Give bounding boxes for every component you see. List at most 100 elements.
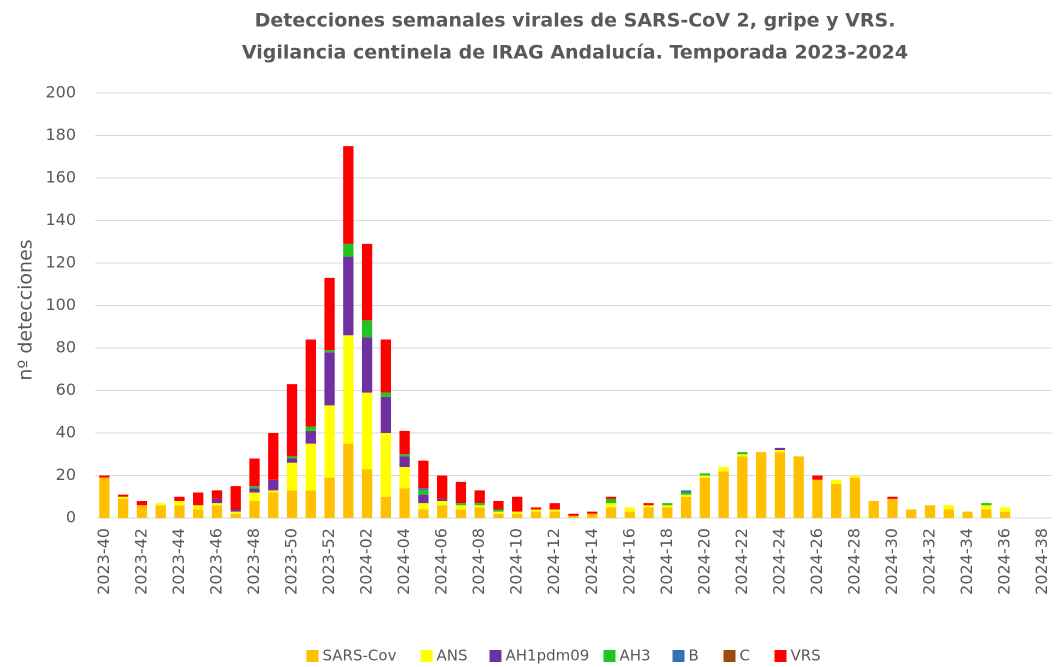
legend-swatch xyxy=(723,650,736,662)
bar-segment xyxy=(493,511,504,514)
bar-segment xyxy=(643,507,654,518)
bar-segment xyxy=(455,503,467,506)
bar-segment xyxy=(530,509,542,512)
y-tick-label: 0 xyxy=(66,508,76,527)
bar-segment xyxy=(474,507,485,518)
bar-segment xyxy=(699,475,711,478)
y-tick-label: 160 xyxy=(45,168,76,187)
x-tick-label: 2024-32 xyxy=(920,528,939,595)
bar-segment xyxy=(812,475,823,480)
y-tick-label: 80 xyxy=(56,338,76,357)
legend-label: AH3 xyxy=(620,647,651,665)
bar-segment xyxy=(643,503,654,506)
bar-segment xyxy=(418,488,429,491)
bar-segment xyxy=(436,505,448,518)
bar-segment xyxy=(211,490,223,499)
bar-segment xyxy=(418,509,429,518)
legend-swatch xyxy=(489,650,502,662)
bar-segment xyxy=(286,458,298,463)
bar-segment xyxy=(230,486,241,510)
x-tick-label: 2024-30 xyxy=(882,528,901,595)
bar-segment xyxy=(943,509,954,518)
x-tick-label: 2024-28 xyxy=(844,528,863,595)
bar-segment xyxy=(737,452,748,455)
bar-segment xyxy=(211,503,223,506)
bar-segment xyxy=(774,450,786,453)
bar-segment xyxy=(399,467,410,489)
bar-segment xyxy=(99,475,110,478)
y-tick-label: 140 xyxy=(45,210,76,229)
legend-swatch xyxy=(672,650,685,662)
bar-segment xyxy=(680,490,692,493)
bar-segment xyxy=(680,492,692,495)
bar-segment xyxy=(530,511,542,518)
bar-segment xyxy=(493,513,504,518)
legend-label: SARS-Cov xyxy=(323,647,397,665)
x-tick-label: 2023-42 xyxy=(131,528,150,595)
bar-segment xyxy=(324,277,335,351)
chart-title: Detecciones semanales virales de SARS-Co… xyxy=(255,10,896,32)
x-tick-label: 2024-36 xyxy=(995,528,1014,595)
bar-segment xyxy=(999,507,1011,512)
bar-segment xyxy=(305,339,316,427)
bar-segment xyxy=(587,511,598,514)
bar-segment xyxy=(418,490,429,495)
bar-segment xyxy=(117,496,129,499)
bar-segment xyxy=(418,460,429,489)
bar-segment xyxy=(849,475,861,478)
bar-segment xyxy=(249,488,260,493)
bar-segment xyxy=(117,494,129,497)
bar-segment xyxy=(399,454,410,457)
bar-segment xyxy=(793,456,804,518)
bar-segment xyxy=(305,443,316,491)
x-tick-label: 2024-12 xyxy=(544,528,563,595)
bar-segment xyxy=(418,503,429,510)
bar-segment xyxy=(718,467,729,472)
bar-segment xyxy=(249,486,260,489)
bar-segment xyxy=(211,505,223,518)
y-tick-label: 20 xyxy=(56,465,76,484)
bar-segment xyxy=(849,477,861,518)
y-tick-label: 60 xyxy=(56,380,76,399)
bar-segment xyxy=(361,469,373,518)
bar-segment xyxy=(343,146,354,244)
bar-segment xyxy=(268,492,279,518)
bar-segment xyxy=(324,405,335,478)
x-tick-label: 2024-08 xyxy=(469,528,488,595)
bar-segment xyxy=(587,513,598,518)
bar-segment xyxy=(943,505,954,510)
bar-segment xyxy=(493,501,504,510)
bar-segment xyxy=(774,447,786,450)
bar-segment xyxy=(962,511,973,518)
bar-segment xyxy=(605,507,617,518)
bar-segment xyxy=(230,513,241,518)
x-tick-label: 2024-26 xyxy=(807,528,826,595)
bar-segment xyxy=(155,505,166,518)
bar-segment xyxy=(193,505,204,510)
bar-segment xyxy=(436,498,448,501)
bar-segment xyxy=(249,492,260,501)
bar-segment xyxy=(605,498,617,504)
bar-segment xyxy=(737,454,748,457)
bar-segment xyxy=(624,507,635,512)
legend-label: ANS xyxy=(437,647,468,665)
bar-segment xyxy=(981,505,992,510)
bar-segment xyxy=(455,481,467,504)
bar-segment xyxy=(605,496,617,499)
bar-segment xyxy=(512,496,523,512)
x-tick-label: 2024-18 xyxy=(657,528,676,595)
bar-segment xyxy=(136,501,148,506)
bar-segment xyxy=(324,352,335,406)
x-tick-label: 2024-10 xyxy=(507,528,526,595)
bar-segment xyxy=(268,490,279,493)
x-tick-label: 2024-04 xyxy=(394,528,413,595)
bar-segment xyxy=(286,462,298,491)
bar-segment xyxy=(755,452,767,518)
bar-segment xyxy=(474,503,485,506)
bar-segment xyxy=(474,505,485,508)
y-axis-label: nº detecciones xyxy=(15,239,37,380)
bar-segment xyxy=(981,503,992,506)
legend-label: VRS xyxy=(791,647,821,665)
bar-segment xyxy=(605,503,617,508)
